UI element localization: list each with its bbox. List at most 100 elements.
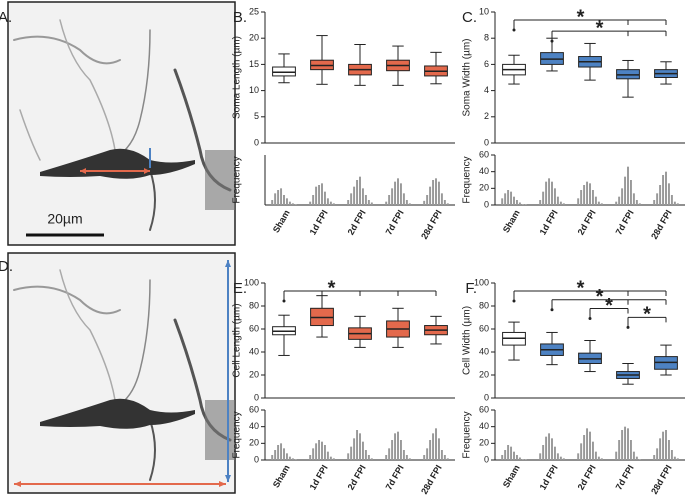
- hist-bar: [367, 200, 370, 205]
- x-tick-label: 1d FPI: [308, 208, 330, 236]
- hist-bar: [315, 186, 318, 205]
- hist-bar: [364, 450, 367, 460]
- hist-bar: [656, 193, 659, 205]
- hist-bar: [437, 181, 440, 205]
- y-tick-label: 25: [249, 6, 259, 16]
- hist-bar: [347, 200, 350, 205]
- hist-bar: [356, 180, 359, 205]
- panel-label: D.: [0, 258, 13, 275]
- hist-bar: [291, 203, 294, 205]
- hist-bar: [402, 193, 405, 205]
- hist-bar: [312, 195, 315, 205]
- hist-bar: [627, 428, 629, 460]
- hist-bar: [397, 178, 399, 205]
- hist-bar: [353, 438, 356, 460]
- panel-label: F.: [465, 280, 477, 297]
- hist-bar: [429, 440, 432, 460]
- significance-label: *: [577, 6, 585, 28]
- hist-bar: [507, 190, 510, 205]
- hist-bar: [385, 455, 388, 460]
- y-tick-label: 100: [474, 277, 489, 287]
- hist-bar: [556, 196, 559, 205]
- hist-bar: [673, 456, 676, 460]
- hist-bar: [329, 456, 332, 460]
- bracket-point: [512, 299, 516, 303]
- hist-bar: [586, 181, 589, 205]
- hist-bar: [347, 453, 350, 460]
- y-tick-label: 20: [249, 369, 259, 379]
- hist-bar: [361, 188, 364, 205]
- x-tick-label: 7d FPI: [614, 463, 636, 491]
- hist-bar: [391, 440, 394, 460]
- x-tick-label: 1d FPI: [308, 463, 330, 491]
- hist-bar: [323, 191, 326, 205]
- hist-bar: [670, 195, 673, 205]
- hist-bar: [539, 453, 542, 460]
- hist-bar: [591, 441, 594, 460]
- hist-y-tick-label: 20: [479, 438, 489, 448]
- bracket-point: [550, 39, 554, 43]
- hist-bar: [559, 456, 562, 460]
- x-tick-label: 7d FPI: [384, 208, 406, 236]
- hist-bar: [388, 448, 391, 460]
- panel-label: B.: [233, 9, 247, 26]
- hist-bar: [294, 204, 297, 205]
- x-tick-label: 2d FPI: [346, 463, 368, 491]
- hist-bar: [515, 455, 518, 460]
- hist-bar: [670, 450, 673, 460]
- hist-bar: [359, 176, 361, 205]
- y-tick-label: 60: [249, 323, 259, 333]
- hist-bar: [594, 451, 597, 460]
- y-tick-label: 6: [484, 59, 489, 69]
- y-tick-label: 2: [484, 111, 489, 121]
- hist-bar: [315, 443, 318, 460]
- hist-bar: [504, 193, 507, 205]
- hist-bar: [507, 445, 510, 460]
- hist-bar: [635, 456, 638, 460]
- hist-bar: [635, 200, 638, 205]
- hist-bar: [583, 435, 586, 460]
- hist-bar: [583, 185, 586, 205]
- hist-bar: [659, 185, 662, 205]
- hist-bar: [285, 453, 288, 460]
- hist-bar: [309, 455, 312, 460]
- hist-bar: [665, 171, 667, 205]
- hist-bar: [408, 458, 411, 460]
- hist-bar: [440, 450, 443, 460]
- hist-bar: [423, 200, 426, 205]
- hist-bar: [562, 458, 565, 460]
- hist-bar: [597, 456, 600, 460]
- hist-bar: [673, 201, 676, 205]
- hist-bar: [397, 431, 399, 460]
- hist-bar: [621, 430, 624, 460]
- hist-bar: [676, 203, 679, 205]
- hist-bar: [667, 183, 670, 205]
- hist-bar: [513, 451, 515, 460]
- hist-bar: [426, 195, 429, 205]
- hist-bar: [271, 455, 274, 460]
- hist-bar: [676, 458, 679, 460]
- hist-bar: [656, 448, 659, 460]
- x-tick-label: 28d FPI: [419, 208, 444, 241]
- hist-bar: [615, 201, 618, 205]
- hist-bar: [653, 455, 656, 460]
- hist-bar: [332, 458, 335, 460]
- hist-bar: [542, 191, 545, 205]
- hist-bar: [318, 185, 321, 205]
- y-tick-label: 15: [249, 59, 259, 69]
- hist-bar: [632, 193, 635, 205]
- hist-bar: [294, 459, 297, 460]
- hist-bar: [600, 203, 603, 205]
- y-tick-label: 0: [484, 137, 489, 147]
- hist-bar: [662, 431, 665, 460]
- x-tick-label: 2d FPI: [576, 463, 598, 491]
- hist-bar: [361, 441, 364, 460]
- y-tick-label: 10: [249, 85, 259, 95]
- y-tick-label: 20: [479, 369, 489, 379]
- hist-bar: [539, 200, 542, 205]
- hist-bar: [618, 440, 621, 460]
- hist-bar: [545, 436, 548, 460]
- hist-bar: [624, 176, 627, 205]
- hist-bar: [597, 201, 600, 205]
- x-tick-label: Sham: [271, 208, 292, 234]
